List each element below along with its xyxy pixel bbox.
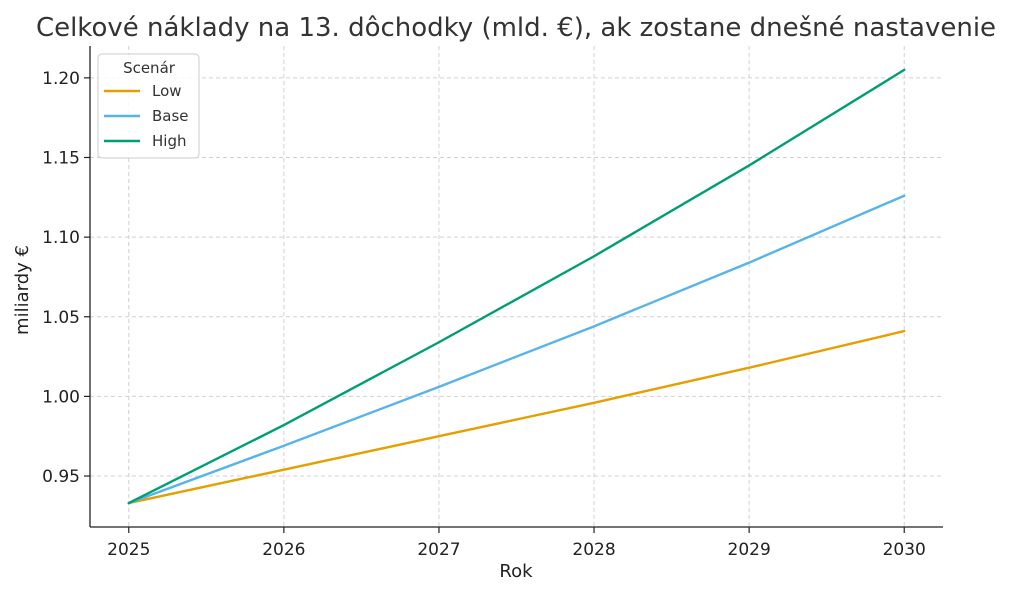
y-tick-label: 1.00 xyxy=(42,387,80,407)
legend-label-base: Base xyxy=(152,107,189,125)
x-tick-label: 2029 xyxy=(728,540,771,560)
series-line-high xyxy=(127,68,906,505)
legend-label-high: High xyxy=(152,132,186,150)
series-line-base xyxy=(127,194,906,505)
y-tick-labels: 0.95 1.00 1.05 1.10 1.15 1.20 xyxy=(42,69,80,487)
legend-box xyxy=(97,53,200,159)
axes xyxy=(84,46,943,533)
x-tick-label: 2026 xyxy=(262,540,305,560)
x-tick-labels: 2025 2026 2027 2028 2029 2030 xyxy=(107,540,926,560)
grid-lines xyxy=(90,46,943,527)
y-tick-label: 1.05 xyxy=(42,308,80,328)
x-axis-label: Rok xyxy=(499,561,533,582)
legend-label-low: Low xyxy=(152,82,182,100)
legend-title: Scenár xyxy=(123,59,176,77)
legend-items: Low Base High xyxy=(104,82,189,150)
y-axis-label: miliardy € xyxy=(12,245,33,335)
chart-title: Celkové náklady na 13. dôchodky (mld. €)… xyxy=(36,13,996,43)
y-tick-label: 1.20 xyxy=(42,69,80,89)
x-tick-label: 2028 xyxy=(572,540,615,560)
series-lines xyxy=(127,68,906,505)
y-tick-label: 0.95 xyxy=(42,467,80,487)
series-line-low xyxy=(127,329,906,505)
x-tick-label: 2027 xyxy=(417,540,460,560)
legend: Scenár Low Base High xyxy=(97,53,200,159)
x-tick-label: 2025 xyxy=(107,540,150,560)
y-tick-label: 1.10 xyxy=(42,228,80,248)
x-tick-label: 2030 xyxy=(883,540,926,560)
y-tick-label: 1.15 xyxy=(42,148,80,168)
